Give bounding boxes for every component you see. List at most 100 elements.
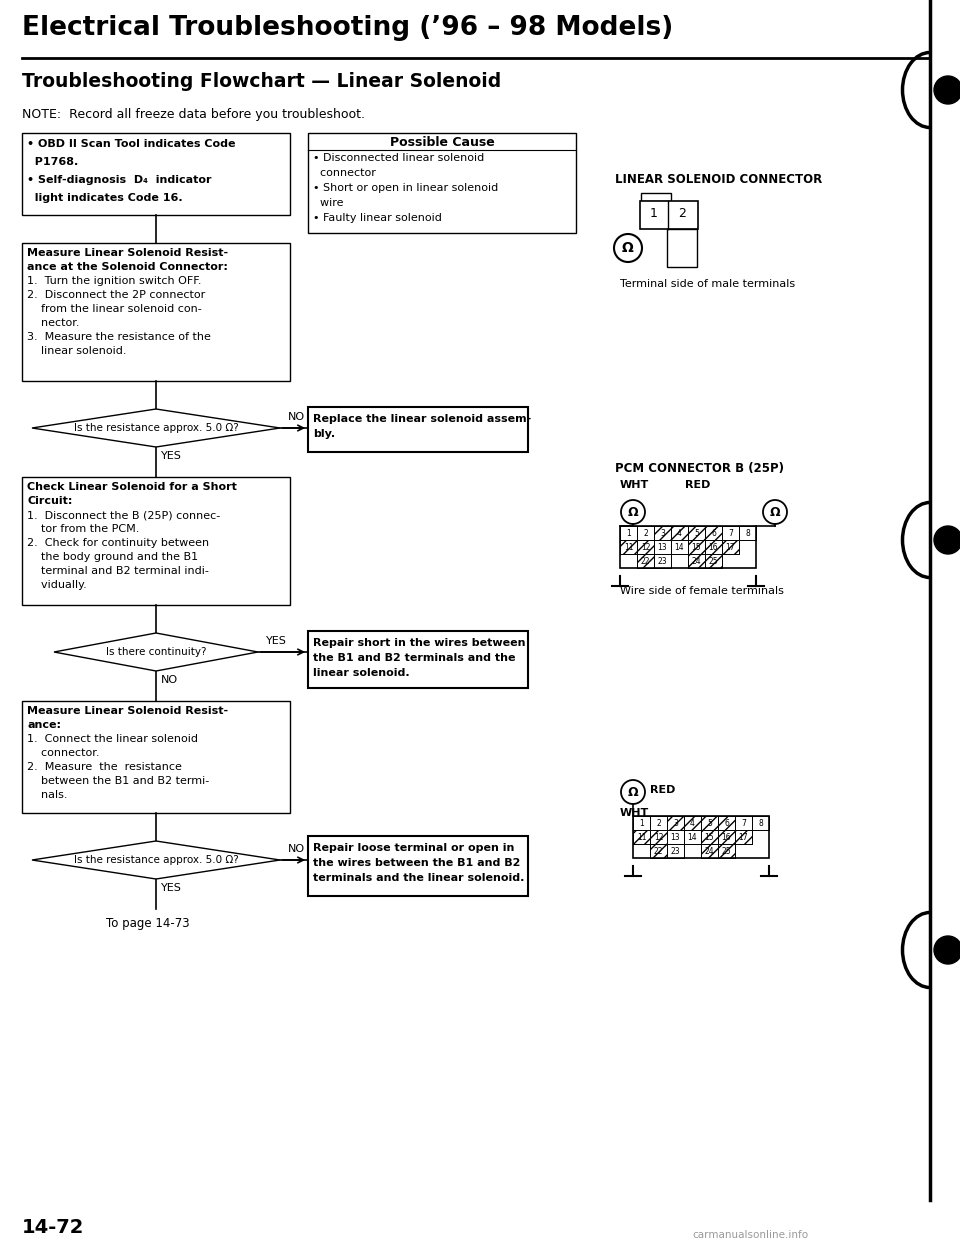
FancyBboxPatch shape xyxy=(671,527,688,540)
FancyBboxPatch shape xyxy=(718,845,735,858)
FancyBboxPatch shape xyxy=(718,816,735,830)
Text: 3: 3 xyxy=(673,818,678,827)
Text: 13: 13 xyxy=(658,543,667,551)
Text: the B1 and B2 terminals and the: the B1 and B2 terminals and the xyxy=(313,653,516,663)
Text: 12: 12 xyxy=(640,543,650,551)
FancyBboxPatch shape xyxy=(701,830,718,845)
Text: NO: NO xyxy=(288,845,305,854)
Text: Troubleshooting Flowchart — Linear Solenoid: Troubleshooting Flowchart — Linear Solen… xyxy=(22,72,501,91)
FancyBboxPatch shape xyxy=(705,540,722,554)
Text: Repair loose terminal or open in: Repair loose terminal or open in xyxy=(313,843,515,853)
Text: linear solenoid.: linear solenoid. xyxy=(27,347,127,356)
FancyBboxPatch shape xyxy=(640,201,698,229)
Polygon shape xyxy=(32,409,280,447)
Text: 25: 25 xyxy=(708,556,718,565)
Text: P1768.: P1768. xyxy=(27,156,79,166)
FancyBboxPatch shape xyxy=(667,830,684,845)
Text: Repair short in the wires between: Repair short in the wires between xyxy=(313,638,525,648)
FancyBboxPatch shape xyxy=(688,554,705,568)
FancyBboxPatch shape xyxy=(688,540,705,554)
Text: terminals and the linear solenoid.: terminals and the linear solenoid. xyxy=(313,873,524,883)
FancyBboxPatch shape xyxy=(637,527,654,540)
Text: • Short or open in linear solenoid: • Short or open in linear solenoid xyxy=(313,183,498,193)
FancyBboxPatch shape xyxy=(22,243,290,381)
Text: 1: 1 xyxy=(650,207,658,220)
Text: 23: 23 xyxy=(658,556,667,565)
FancyBboxPatch shape xyxy=(688,527,705,540)
FancyBboxPatch shape xyxy=(701,845,718,858)
Text: 2.  Disconnect the 2P connector: 2. Disconnect the 2P connector xyxy=(27,289,205,301)
Text: Electrical Troubleshooting (’96 – 98 Models): Electrical Troubleshooting (’96 – 98 Mod… xyxy=(22,15,673,41)
FancyBboxPatch shape xyxy=(735,830,752,845)
FancyBboxPatch shape xyxy=(637,540,654,554)
Text: 8: 8 xyxy=(745,529,750,538)
FancyBboxPatch shape xyxy=(735,816,752,830)
Text: • Faulty linear solenoid: • Faulty linear solenoid xyxy=(313,212,442,224)
FancyBboxPatch shape xyxy=(705,540,722,554)
Text: Wire side of female terminals: Wire side of female terminals xyxy=(620,586,784,596)
Text: Ω: Ω xyxy=(628,785,638,799)
FancyBboxPatch shape xyxy=(684,830,701,845)
Text: 11: 11 xyxy=(624,543,634,551)
Text: YES: YES xyxy=(266,636,287,646)
Text: wire: wire xyxy=(313,197,344,207)
Text: Replace the linear solenoid assem-: Replace the linear solenoid assem- xyxy=(313,414,531,424)
Text: 4: 4 xyxy=(690,818,695,827)
FancyBboxPatch shape xyxy=(752,816,769,830)
Text: NO: NO xyxy=(161,674,179,686)
Text: 2: 2 xyxy=(643,529,648,538)
FancyBboxPatch shape xyxy=(641,193,671,201)
FancyBboxPatch shape xyxy=(671,540,688,554)
Text: 5: 5 xyxy=(694,529,699,538)
Text: Possible Cause: Possible Cause xyxy=(390,137,494,149)
FancyBboxPatch shape xyxy=(650,830,667,845)
FancyBboxPatch shape xyxy=(722,540,739,554)
FancyBboxPatch shape xyxy=(633,830,650,845)
Text: 14: 14 xyxy=(687,832,697,842)
FancyBboxPatch shape xyxy=(684,816,701,830)
Text: terminal and B2 terminal indi-: terminal and B2 terminal indi- xyxy=(27,566,209,576)
Text: 1: 1 xyxy=(639,818,644,827)
Text: RED: RED xyxy=(685,479,710,491)
FancyBboxPatch shape xyxy=(671,527,688,540)
Text: 1.  Connect the linear solenoid: 1. Connect the linear solenoid xyxy=(27,734,198,744)
Text: Is the resistance approx. 5.0 Ω?: Is the resistance approx. 5.0 Ω? xyxy=(74,854,238,864)
Text: 8: 8 xyxy=(758,818,763,827)
FancyBboxPatch shape xyxy=(667,816,684,830)
Text: Ω: Ω xyxy=(622,241,634,255)
Text: the body ground and the B1: the body ground and the B1 xyxy=(27,551,198,561)
Text: the wires between the B1 and B2: the wires between the B1 and B2 xyxy=(313,858,520,868)
Text: 6: 6 xyxy=(711,529,716,538)
FancyBboxPatch shape xyxy=(688,540,705,554)
Polygon shape xyxy=(32,841,280,879)
FancyBboxPatch shape xyxy=(620,540,637,554)
Text: • Self-diagnosis  D₄  indicator: • Self-diagnosis D₄ indicator xyxy=(27,175,211,185)
Text: • OBD II Scan Tool indicates Code: • OBD II Scan Tool indicates Code xyxy=(27,139,235,149)
FancyBboxPatch shape xyxy=(633,830,650,845)
FancyBboxPatch shape xyxy=(22,133,290,215)
FancyBboxPatch shape xyxy=(667,816,684,830)
Text: 15: 15 xyxy=(705,832,714,842)
FancyBboxPatch shape xyxy=(650,845,667,858)
Text: 25: 25 xyxy=(722,847,732,856)
Text: 3.  Measure the resistance of the: 3. Measure the resistance of the xyxy=(27,332,211,342)
Text: light indicates Code 16.: light indicates Code 16. xyxy=(27,193,182,202)
Text: 24: 24 xyxy=(692,556,702,565)
Text: carmanualsonline.info: carmanualsonline.info xyxy=(692,1230,808,1240)
Text: • Disconnected linear solenoid: • Disconnected linear solenoid xyxy=(313,153,484,163)
Text: nector.: nector. xyxy=(27,318,80,328)
Text: connector: connector xyxy=(313,168,376,178)
Text: Ω: Ω xyxy=(628,505,638,518)
Text: Measure Linear Solenoid Resist-: Measure Linear Solenoid Resist- xyxy=(27,248,228,258)
Text: 2: 2 xyxy=(656,818,660,827)
Text: bly.: bly. xyxy=(313,428,335,438)
FancyBboxPatch shape xyxy=(620,527,637,540)
Text: 2.  Measure  the  resistance: 2. Measure the resistance xyxy=(27,763,181,773)
FancyBboxPatch shape xyxy=(701,816,718,830)
Text: To page 14-73: To page 14-73 xyxy=(106,917,190,930)
FancyBboxPatch shape xyxy=(718,830,735,845)
FancyBboxPatch shape xyxy=(637,540,654,554)
FancyBboxPatch shape xyxy=(22,477,290,605)
Text: 12: 12 xyxy=(654,832,663,842)
FancyBboxPatch shape xyxy=(705,527,722,540)
